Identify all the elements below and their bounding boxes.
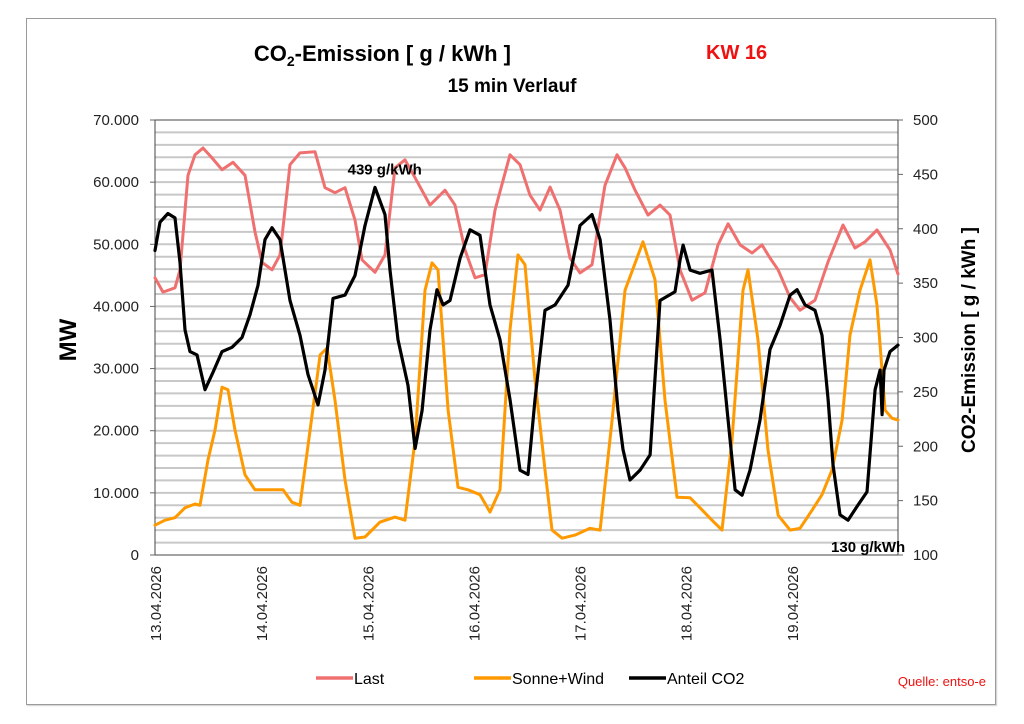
x-tick-label: 18.04.2026 xyxy=(679,566,696,641)
legend-item: Anteil CO2 xyxy=(629,671,744,688)
legend-item: Last xyxy=(316,671,385,688)
y2-tick-label: 350 xyxy=(913,275,938,292)
annotations: 439 g/kWh 130 g/kWh xyxy=(348,161,906,556)
x-tick-label: 13.04.2026 xyxy=(148,566,165,641)
y-tick-label: 20.000 xyxy=(93,423,139,440)
x-tick-label: 15.04.2026 xyxy=(360,566,377,641)
y-tick-label: 40.000 xyxy=(93,298,139,315)
y-tick-label: 60.000 xyxy=(93,174,139,191)
series-lines xyxy=(153,146,900,540)
y-axis-right: 100 150 200 250 300 350 400 450 500 xyxy=(898,112,938,564)
y2-tick-label: 150 xyxy=(913,493,938,510)
week-label: KW 16 xyxy=(706,42,767,64)
title-post: -Emission [ g / kWh ] xyxy=(295,41,511,66)
x-axis: 13.04.2026 14.04.2026 15.04.2026 16.04.2026… xyxy=(148,566,802,641)
series-last xyxy=(153,146,900,312)
y2-tick-label: 300 xyxy=(913,330,938,347)
y-axis-left: 0 10.000 20.000 30.000 40.000 50.000 60.000 70.… xyxy=(93,112,155,564)
series-anteil-co2 xyxy=(153,185,900,522)
y2-tick-label: 100 xyxy=(913,547,938,564)
y2-tick-label: 250 xyxy=(913,384,938,401)
x-tick-label: 14.04.2026 xyxy=(254,566,271,641)
annotation-label: 130 g/kWh xyxy=(831,539,905,556)
y-tick-label: 30.000 xyxy=(93,361,139,378)
annotation-label: 439 g/kWh xyxy=(348,161,422,178)
chart-frame xyxy=(26,18,996,705)
source-note: Quelle: entso-e xyxy=(898,674,986,689)
y2-tick-label: 450 xyxy=(913,166,938,183)
y-tick-label: 10.000 xyxy=(93,485,139,502)
legend-item: Sonne+Wind xyxy=(474,671,604,688)
grid-lines xyxy=(155,131,898,544)
y-tick-label: 50.000 xyxy=(93,236,139,253)
chart-subtitle: 15 min Verlauf xyxy=(448,76,578,97)
y2-tick-label: 400 xyxy=(913,221,938,238)
y-axis-label: MW xyxy=(55,318,82,361)
legend-label: Sonne+Wind xyxy=(512,671,604,688)
x-tick-label: 16.04.2026 xyxy=(466,566,483,641)
y2-tick-label: 500 xyxy=(913,112,938,129)
y-tick-label: 0 xyxy=(131,547,139,564)
legend-label: Last xyxy=(354,671,385,688)
y-tick-label: 70.000 xyxy=(93,112,139,129)
x-tick-label: 17.04.2026 xyxy=(573,566,590,641)
series-sonne-wind xyxy=(153,240,900,540)
x-tick-label: 19.04.2026 xyxy=(785,566,802,641)
y2-axis-label: CO2-Emission [ g / kWh ] xyxy=(959,227,980,453)
y2-tick-label: 200 xyxy=(913,438,938,455)
chart-title: CO2-Emission [ g / kWh ] xyxy=(254,41,511,69)
legend-label: Anteil CO2 xyxy=(667,671,744,688)
title-sub: 2 xyxy=(287,53,295,69)
title-pre: CO xyxy=(254,41,287,66)
legend: Last Sonne+Wind Anteil CO2 xyxy=(316,671,744,688)
